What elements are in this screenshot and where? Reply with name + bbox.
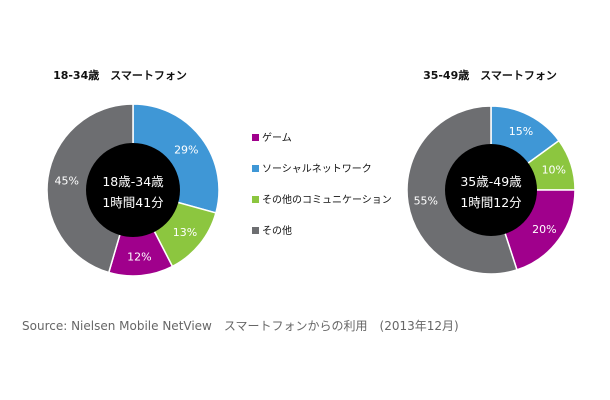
source-note: Source: Nielsen Mobile NetView スマートフォンから… bbox=[22, 319, 459, 333]
donut-chart-35-49: 35-49歳 スマートフォン 15% 10% 20% 55% 35歳-49歳 1時間1… bbox=[406, 68, 576, 275]
data-label-other-18-34: 45% bbox=[54, 175, 78, 188]
data-label-social-network-18-34: 29% bbox=[174, 143, 198, 156]
legend-swatch-social-network bbox=[252, 165, 259, 172]
chart-title-35-49: 35-49歳 スマートフォン bbox=[423, 68, 557, 82]
legend-label-game: ゲーム bbox=[262, 132, 292, 144]
legend-item-other: その他 bbox=[252, 224, 292, 237]
chart-title-18-34: 18-34歳 スマートフォン bbox=[53, 68, 187, 82]
donut-center-18-34 bbox=[86, 143, 180, 237]
data-label-other-communication-18-34: 13% bbox=[173, 226, 197, 239]
legend-item-game: ゲーム bbox=[252, 132, 292, 144]
legend-label-other: その他 bbox=[262, 224, 292, 237]
center-label-age-35-49: 35歳-49歳 bbox=[460, 174, 522, 189]
legend-label-social-network: ソーシャルネットワーク bbox=[262, 163, 372, 175]
legend: ゲーム ソーシャルネットワーク その他のコミュニケーション その他 bbox=[252, 132, 392, 237]
data-label-game-18-34: 12% bbox=[127, 251, 151, 264]
legend-item-social-network: ソーシャルネットワーク bbox=[252, 163, 372, 175]
legend-label-other-communication: その他のコミュニケーション bbox=[262, 193, 392, 206]
data-label-other-35-49: 55% bbox=[414, 194, 438, 207]
data-label-game-35-49: 20% bbox=[532, 223, 556, 236]
legend-item-other-communication: その他のコミュニケーション bbox=[252, 193, 392, 206]
legend-swatch-other-communication bbox=[252, 196, 259, 203]
donut-center-35-49 bbox=[445, 144, 537, 236]
center-label-age-18-34: 18歳-34歳 bbox=[102, 174, 164, 189]
center-label-time-18-34: 1時間41分 bbox=[102, 195, 163, 210]
legend-swatch-game bbox=[252, 134, 259, 141]
data-label-social-network-35-49: 15% bbox=[509, 125, 533, 138]
data-label-other-communication-35-49: 10% bbox=[542, 164, 566, 177]
donut-chart-18-34: 18-34歳 スマートフォン 29% 13% 12% 45% 18歳-34歳 1時間4… bbox=[46, 68, 220, 277]
legend-swatch-other bbox=[252, 227, 259, 234]
center-label-time-35-49: 1時間12分 bbox=[460, 195, 521, 210]
